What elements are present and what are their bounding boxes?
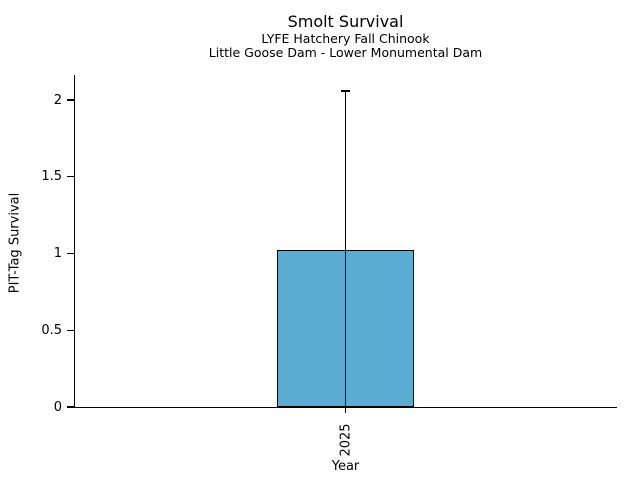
y-tick-mark [67, 406, 74, 408]
chart-title: Smolt Survival [287, 12, 404, 31]
y-tick-label: 1 [53, 246, 62, 261]
error-bar-line [344, 90, 347, 407]
chart-subtitle-stock: LYFE Hatchery Fall Chinook [261, 31, 430, 46]
y-tick-label: 0 [53, 399, 62, 415]
y-tick-mark [67, 329, 74, 331]
y-axis-label: PIT-Tag Survival [7, 192, 23, 294]
y-tick-mark [67, 99, 74, 101]
y-axis-spine [74, 75, 76, 408]
x-axis-label: Year [331, 459, 360, 474]
x-tick-mark [344, 408, 347, 413]
y-tick-label: 1.5 [41, 169, 62, 185]
chart-subtitle-reach: Little Goose Dam - Lower Monumental Dam [208, 45, 483, 60]
y-tick-label: 0.5 [41, 322, 62, 338]
y-tick-mark [67, 252, 74, 255]
x-axis-spine [74, 407, 617, 409]
y-tick-label: 2 [53, 92, 62, 108]
y-tick-mark [67, 176, 74, 178]
x-tick-label-2025: 2025 [338, 423, 353, 457]
error-bar-top-cap [341, 90, 350, 92]
